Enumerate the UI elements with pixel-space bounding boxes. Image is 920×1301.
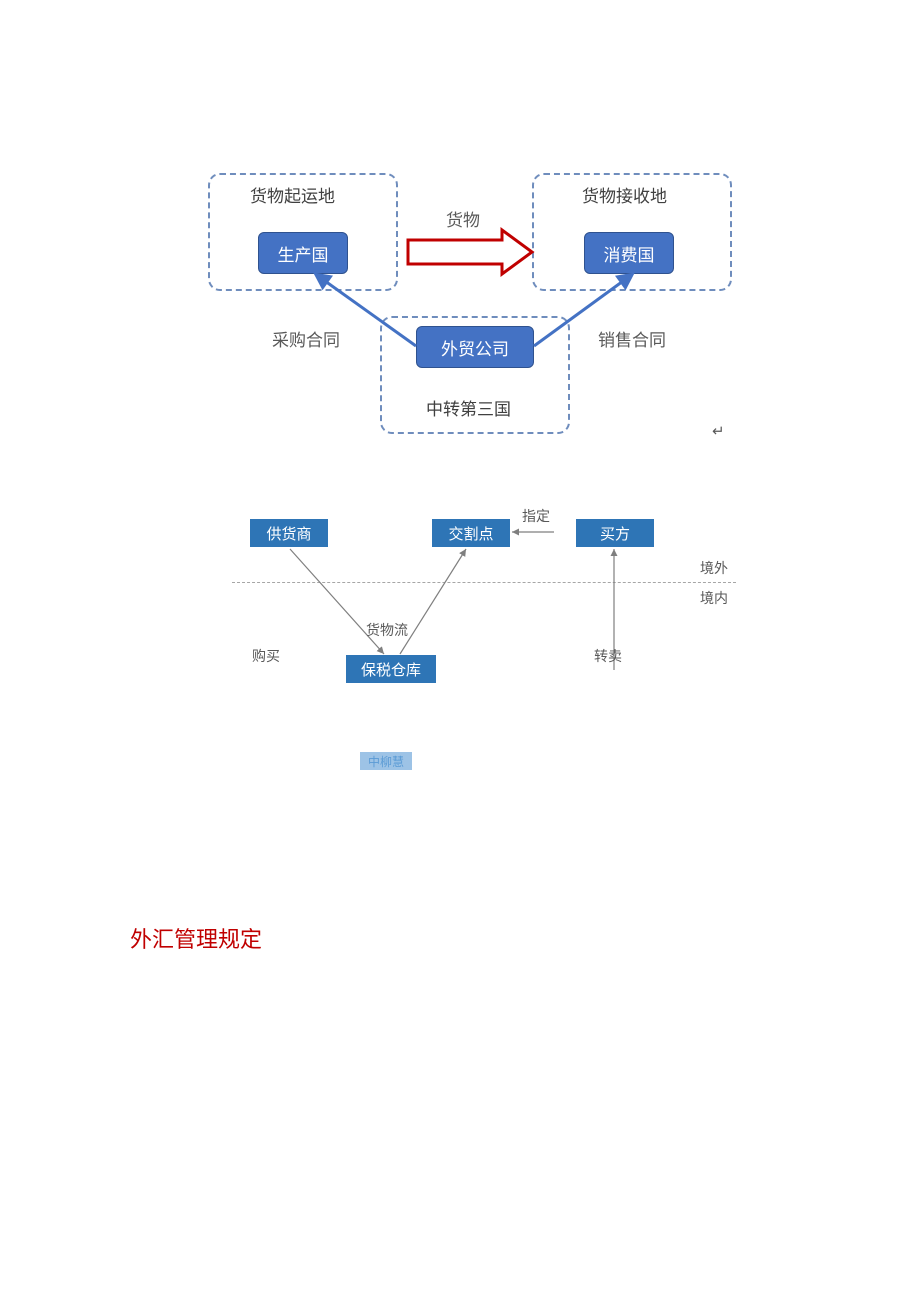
section-heading-fx: 外汇管理规定 xyxy=(130,922,262,954)
watermark-badge: 中柳慧 xyxy=(360,752,412,770)
d2-label-goodsflow: 货物流 xyxy=(366,620,408,640)
d2-label-resell: 转卖 xyxy=(594,646,622,666)
d2-label-buy: 购买 xyxy=(252,646,280,666)
d2-label-assign: 指定 xyxy=(522,506,550,526)
watermark-text: 中柳慧 xyxy=(368,753,404,770)
d2-arrow-2 xyxy=(400,549,466,654)
page-root: 货物起运地 货物接收地 中转第三国 生产国 消费国 外贸公司 货物 采购合同 销… xyxy=(0,0,920,1301)
d2-arrows-svg xyxy=(0,0,920,760)
